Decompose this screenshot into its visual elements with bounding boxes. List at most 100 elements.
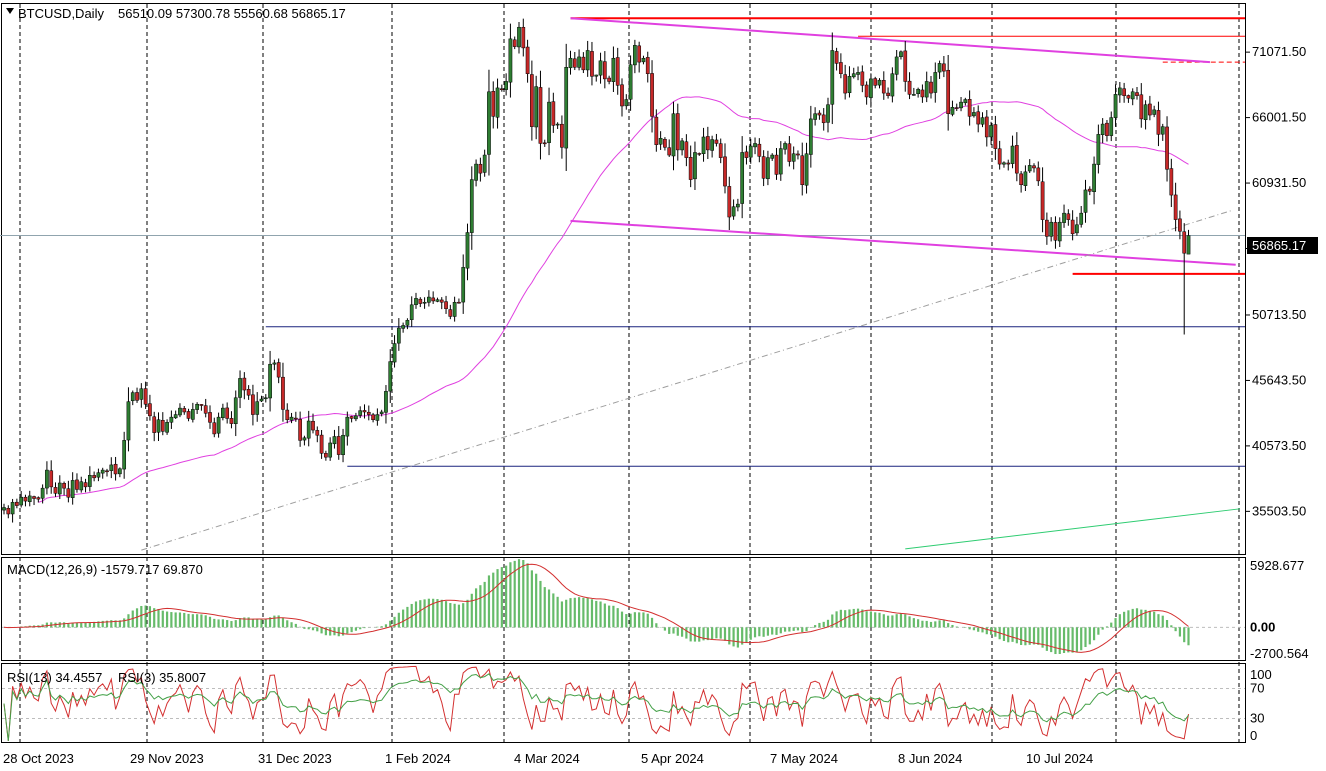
- candle-body: [748, 145, 753, 158]
- candle-body: [980, 117, 985, 125]
- candle-body: [311, 420, 315, 431]
- candle-body: [221, 407, 225, 419]
- candle-body: [315, 430, 320, 436]
- candle-body: [620, 84, 624, 107]
- candle-body: [439, 299, 444, 303]
- candle-body: [276, 362, 281, 378]
- y-tick-label: 66001.50: [1252, 110, 1306, 125]
- symbol-timeframe: BTCUSD,Daily: [18, 6, 104, 21]
- candle-body: [384, 391, 388, 413]
- rsi3-line: [3, 665, 1189, 742]
- candle-body: [637, 45, 642, 63]
- candle-body: [1100, 123, 1105, 135]
- candle-body: [731, 206, 736, 217]
- candle-body: [126, 401, 131, 441]
- candle-body: [864, 84, 869, 98]
- candle-body: [109, 464, 114, 471]
- candle-body: [633, 45, 637, 66]
- candle-body: [118, 468, 122, 475]
- candle-body: [32, 496, 36, 499]
- y-tick-label: 45643.50: [1252, 372, 1306, 387]
- x-tick-label: 31 Dec 2023: [258, 751, 332, 766]
- candle-body: [1087, 188, 1092, 192]
- candle-body: [92, 475, 96, 479]
- rsi13-title: RSI(13) 34.4557: [7, 670, 102, 685]
- candle-body: [1027, 165, 1032, 172]
- candle-body: [448, 309, 453, 317]
- candle-body: [937, 63, 942, 73]
- candle-body: [997, 148, 1002, 165]
- candle-body: [542, 142, 547, 145]
- candle-body: [298, 419, 302, 441]
- y-tick-label: 71071.50: [1252, 44, 1306, 59]
- candle-body: [27, 495, 32, 502]
- candle-body: [736, 203, 740, 208]
- candle-body: [911, 94, 916, 96]
- candle-body: [1019, 173, 1023, 186]
- candle-body: [787, 143, 792, 162]
- candle-body: [160, 420, 165, 432]
- candle-body: [684, 141, 689, 158]
- candle-body: [1092, 163, 1096, 192]
- candle-body: [839, 62, 843, 74]
- candle-body: [396, 327, 401, 344]
- candle-body: [688, 157, 693, 180]
- candle-body: [203, 405, 208, 414]
- candle-body: [504, 81, 508, 90]
- candle-body: [718, 143, 723, 158]
- candle-body: [658, 138, 663, 145]
- candle-body: [1096, 134, 1101, 165]
- candle-body: [302, 437, 307, 441]
- candle-body: [1105, 122, 1109, 136]
- candle-body: [757, 143, 762, 157]
- candle-body: [869, 78, 873, 98]
- candle-body: [358, 410, 363, 416]
- candle-body: [1126, 95, 1131, 99]
- candle-body: [697, 153, 702, 155]
- candle-body: [830, 50, 835, 105]
- candle-body: [1057, 221, 1062, 242]
- price-panel-frame: [1, 3, 1246, 555]
- candle-body: [817, 112, 822, 116]
- candle-body: [418, 298, 423, 304]
- candle-body: [894, 56, 899, 75]
- candle-body: [152, 416, 157, 433]
- x-tick-label: 7 May 2024: [770, 751, 838, 766]
- candle-body: [182, 408, 187, 413]
- candle-body: [744, 151, 749, 158]
- candle-body: [233, 397, 238, 425]
- candle-body: [568, 57, 573, 69]
- candle-body: [173, 414, 178, 419]
- candle-body: [538, 87, 543, 144]
- candle-body: [1130, 91, 1135, 100]
- candle-body: [976, 111, 981, 125]
- candle-body: [186, 411, 191, 419]
- candle-body: [1045, 219, 1049, 237]
- candle-body: [598, 60, 603, 76]
- candle-body: [62, 483, 66, 489]
- ohlc-values: 56510.09 57300.78 55560.68 56865.17: [118, 6, 346, 21]
- candle-body: [482, 154, 487, 173]
- dropdown-triangle-icon[interactable]: [6, 8, 14, 14]
- candle-body: [491, 91, 496, 117]
- current-price-tag: [1247, 237, 1318, 254]
- candle-body: [1156, 110, 1161, 135]
- candle-body: [366, 411, 371, 415]
- candle-body: [645, 57, 650, 74]
- candle-body: [890, 73, 895, 97]
- candle-body: [766, 157, 770, 180]
- candle-body: [1036, 167, 1041, 182]
- candle-body: [654, 116, 659, 145]
- candle-body: [165, 422, 169, 433]
- candle-body: [1083, 189, 1088, 213]
- candle-body: [834, 51, 839, 64]
- candle-body: [66, 488, 71, 498]
- rsi3-title: RSI(3) 35.8007: [118, 670, 206, 685]
- candle-body: [405, 320, 410, 326]
- candle-body: [1075, 224, 1079, 234]
- candle-body: [693, 152, 697, 180]
- candle-body: [49, 470, 54, 488]
- y-tick-label: 60931.50: [1252, 175, 1306, 190]
- candle-body: [263, 397, 268, 400]
